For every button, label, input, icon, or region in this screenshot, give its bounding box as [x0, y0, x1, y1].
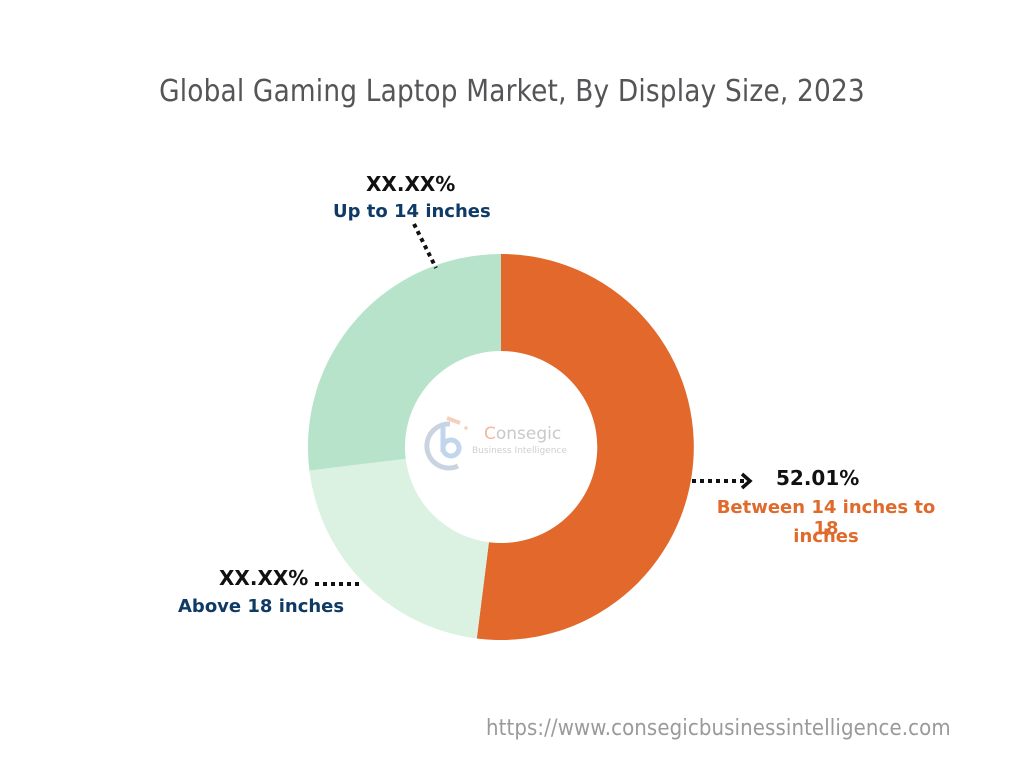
logo-name: Consegic — [484, 424, 562, 444]
slice-above-18 — [309, 458, 489, 639]
slice-between-14-18 — [476, 254, 694, 640]
consegic-logo: Consegic Business Intelligence — [424, 418, 584, 470]
label-between-14-18-line2: inches — [793, 526, 859, 547]
leader-up-to-14 — [412, 223, 438, 269]
value-between-14-18: 52.01% — [776, 466, 860, 490]
chart-title: Global Gaming Laptop Market, By Display … — [159, 74, 865, 109]
value-up-to-14: XX.XX% — [366, 172, 456, 196]
value-above-18: XX.XX% — [219, 566, 309, 590]
consegic-logo-icon — [424, 416, 468, 471]
logo-tagline: Business Intelligence — [472, 446, 567, 456]
arrow-head-icon — [740, 472, 753, 490]
slice-up-to-14 — [307, 254, 501, 471]
label-up-to-14: Up to 14 inches — [333, 201, 491, 222]
label-above-18: Above 18 inches — [178, 596, 345, 617]
label-between-14-18-line1: Between 14 inches to 18 — [716, 497, 936, 539]
footer-url: https://www.consegicbusinessintelligence… — [486, 716, 951, 741]
